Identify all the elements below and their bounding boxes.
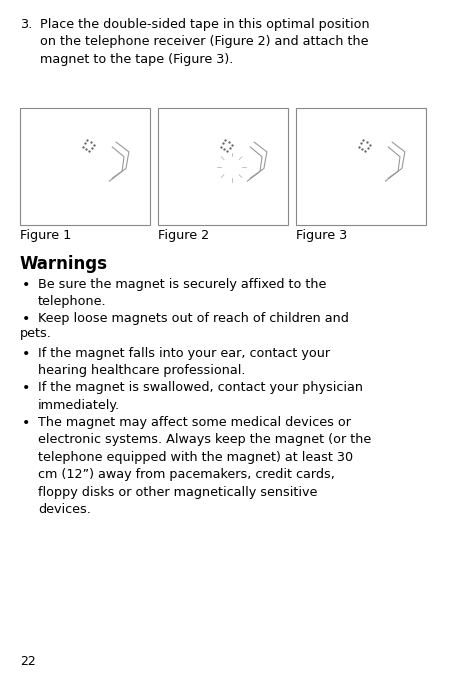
Text: Be sure the magnet is securely affixed to the
telephone.: Be sure the magnet is securely affixed t… <box>38 278 326 308</box>
Circle shape <box>86 159 101 175</box>
Circle shape <box>362 159 377 175</box>
Text: •: • <box>22 278 30 292</box>
Text: Figure 2: Figure 2 <box>158 229 209 242</box>
Polygon shape <box>319 123 388 200</box>
Circle shape <box>222 157 241 177</box>
Text: Figure 3: Figure 3 <box>296 229 347 242</box>
Text: If the magnet is swallowed, contact your physician
immediately.: If the magnet is swallowed, contact your… <box>38 381 363 412</box>
Bar <box>20 108 150 225</box>
Text: 3.: 3. <box>20 18 32 31</box>
Bar <box>296 108 426 225</box>
Text: If the magnet falls into your ear, contact your
hearing healthcare professional.: If the magnet falls into your ear, conta… <box>38 347 330 377</box>
Text: Keep loose magnets out of reach of children and: Keep loose magnets out of reach of child… <box>38 313 349 325</box>
Text: •: • <box>22 347 30 361</box>
Text: 22: 22 <box>20 655 36 668</box>
Text: The magnet may affect some medical devices or
electronic systems. Always keep th: The magnet may affect some medical devic… <box>38 416 371 516</box>
Bar <box>158 108 288 225</box>
Text: Place the double-sided tape in this optimal position
on the telephone receiver (: Place the double-sided tape in this opti… <box>40 18 369 66</box>
Text: •: • <box>22 416 30 430</box>
Text: Warnings: Warnings <box>20 255 108 273</box>
Polygon shape <box>42 123 112 200</box>
Polygon shape <box>180 123 250 200</box>
Text: Figure 1: Figure 1 <box>20 229 71 242</box>
Text: •: • <box>22 381 30 395</box>
Text: •: • <box>22 313 30 326</box>
Text: pets.: pets. <box>20 327 52 340</box>
